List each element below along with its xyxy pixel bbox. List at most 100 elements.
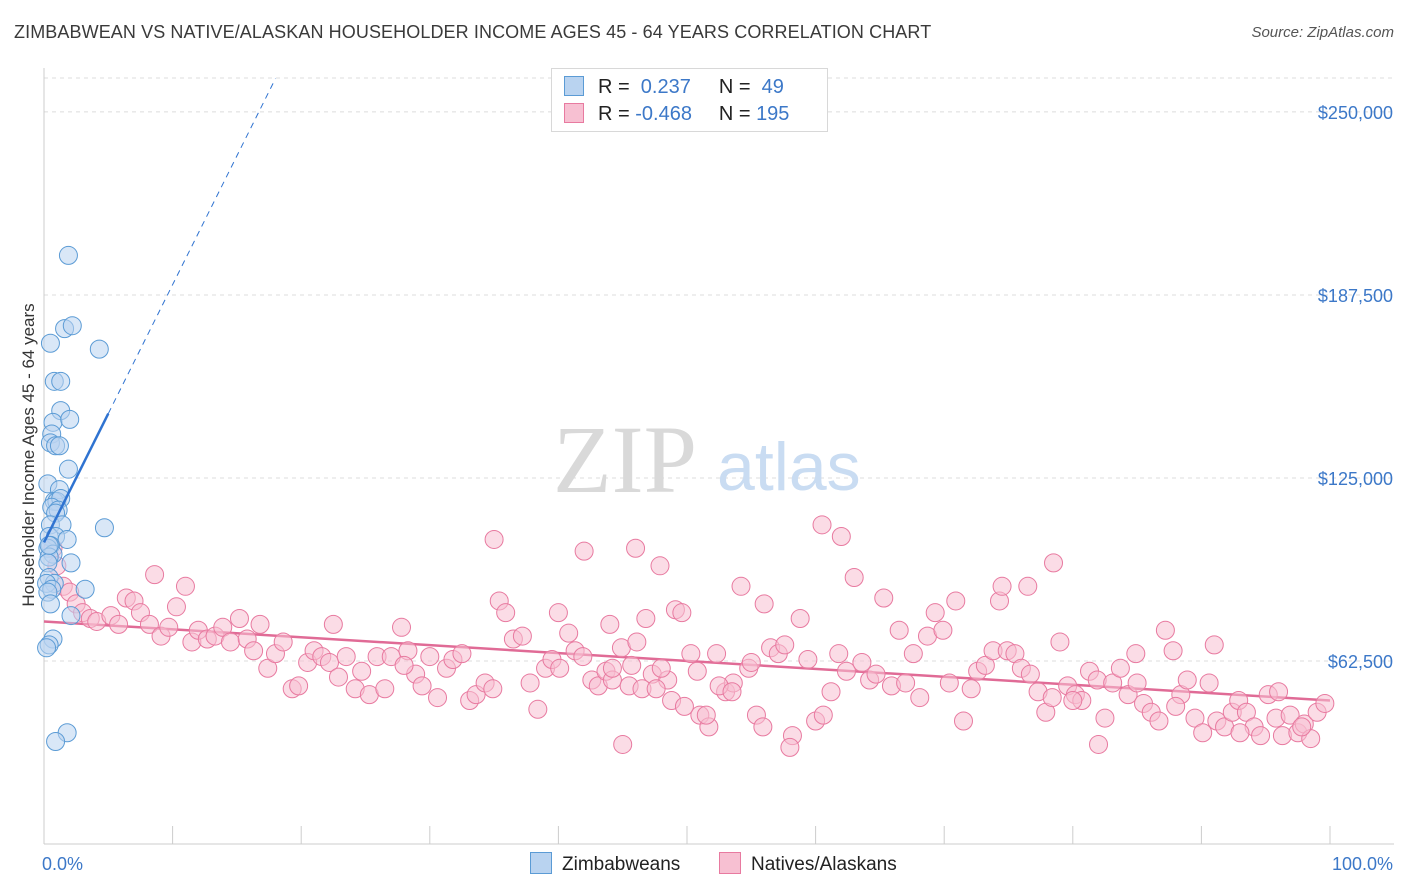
data-point-natives <box>626 538 646 558</box>
data-point-natives <box>550 658 570 678</box>
legend-r-label: R = <box>598 103 630 125</box>
data-point-natives <box>573 647 593 667</box>
data-point-natives <box>961 679 981 699</box>
axes <box>43 68 1394 845</box>
data-point-natives <box>1050 632 1070 652</box>
data-point-zimbabweans <box>39 535 59 555</box>
data-point-zimbabweans <box>49 436 69 456</box>
data-point-natives <box>852 652 872 672</box>
data-point-natives <box>975 655 995 675</box>
y-tick-label: $125,000 <box>1318 469 1393 489</box>
legend-n-label: N = <box>718 103 751 125</box>
data-point-natives <box>1185 708 1205 728</box>
data-point-natives <box>925 603 945 623</box>
data-point-natives <box>780 737 800 757</box>
data-point-zimbabweans <box>75 579 95 599</box>
data-point-zimbabweans <box>40 594 60 614</box>
trend-line-zimbabweans <box>42 412 110 543</box>
bottom-legend-natives: Natives/Alaskans <box>719 852 897 876</box>
data-point-zimbabweans <box>46 732 66 752</box>
watermark: ZIP atlas <box>553 406 861 513</box>
y-tick-label: $187,500 <box>1318 286 1393 306</box>
data-point-natives <box>674 696 694 716</box>
data-point-natives <box>273 632 293 652</box>
data-point-natives <box>548 603 568 623</box>
data-point-natives <box>428 688 448 708</box>
data-point-natives <box>687 661 707 681</box>
data-point-natives <box>1230 723 1250 743</box>
data-point-natives <box>831 527 851 547</box>
y-tick-labels: $62,500 $125,000 $187,500 $250,000 <box>1318 103 1393 672</box>
data-point-zimbabweans <box>94 518 114 538</box>
data-point-natives <box>1280 705 1300 725</box>
data-point-natives <box>910 688 930 708</box>
data-point-natives <box>483 679 503 699</box>
data-point-natives <box>1095 708 1115 728</box>
data-point-natives <box>574 541 594 561</box>
data-point-natives <box>707 644 727 664</box>
bottom-swatch-blue <box>530 852 552 874</box>
data-point-natives <box>896 673 916 693</box>
data-point-natives <box>139 614 159 634</box>
data-point-natives <box>650 556 670 576</box>
data-point-natives <box>754 594 774 614</box>
data-point-natives <box>722 682 742 702</box>
y-tick-label: $250,000 <box>1318 103 1393 123</box>
data-point-natives <box>812 515 832 535</box>
legend-swatch-blue <box>564 76 584 96</box>
data-point-natives <box>741 652 761 672</box>
data-point-natives <box>651 658 671 678</box>
data-point-natives <box>559 623 579 643</box>
data-point-natives <box>375 679 395 699</box>
data-point-natives <box>109 614 129 634</box>
y-tick-label: $62,500 <box>1328 652 1393 672</box>
data-point-natives <box>866 664 886 684</box>
data-point-natives <box>1204 635 1224 655</box>
data-point-natives <box>250 614 270 634</box>
data-point-zimbabweans <box>40 333 60 353</box>
data-point-natives <box>244 641 264 661</box>
bottom-legend-label: Natives/Alaskans <box>751 854 897 875</box>
trend-extension-zimbabweans <box>107 78 276 414</box>
legend-n-value: 49 <box>756 76 784 98</box>
data-point-natives <box>681 644 701 664</box>
x-tick-label: 100.0% <box>1332 854 1393 874</box>
data-point-natives <box>328 667 348 687</box>
source-label: Source: ZipAtlas.com <box>1251 24 1394 41</box>
data-point-natives <box>1087 670 1107 690</box>
data-point-natives <box>1110 658 1130 678</box>
data-point-natives <box>319 652 339 672</box>
data-point-natives <box>829 644 849 664</box>
data-point-zimbabweans <box>60 409 80 429</box>
data-point-natives <box>1166 696 1186 716</box>
bottom-swatch-pink <box>719 852 741 874</box>
data-point-natives <box>1103 673 1123 693</box>
points-zimbabweans <box>37 245 114 752</box>
data-point-natives <box>336 647 356 667</box>
data-point-natives <box>1020 664 1040 684</box>
data-point-natives <box>1089 734 1109 754</box>
data-point-natives <box>798 650 818 670</box>
data-point-natives <box>992 576 1012 596</box>
data-point-natives <box>166 597 186 617</box>
data-point-natives <box>600 614 620 634</box>
data-point-natives <box>528 699 548 719</box>
bottom-legend-label: Zimbabweans <box>562 854 681 875</box>
data-point-zimbabweans <box>58 245 78 265</box>
legend-r-value: 0.237 <box>635 76 691 98</box>
data-point-zimbabweans <box>62 316 82 336</box>
data-point-natives <box>420 647 440 667</box>
x-tick-label: 0.0% <box>42 854 83 874</box>
data-point-natives <box>731 576 751 596</box>
data-point-natives <box>1292 717 1312 737</box>
legend-row-zimbabweans: R = 0.237 N = 49 <box>564 76 784 100</box>
data-point-natives <box>874 588 894 608</box>
data-point-natives <box>613 734 633 754</box>
data-point-zimbabweans <box>58 459 78 479</box>
data-point-natives <box>220 632 240 652</box>
data-point-natives <box>352 661 372 681</box>
data-point-natives <box>1018 576 1038 596</box>
x-tick-labels: 0.0% 100.0% <box>42 854 1393 874</box>
data-point-natives <box>903 644 923 664</box>
